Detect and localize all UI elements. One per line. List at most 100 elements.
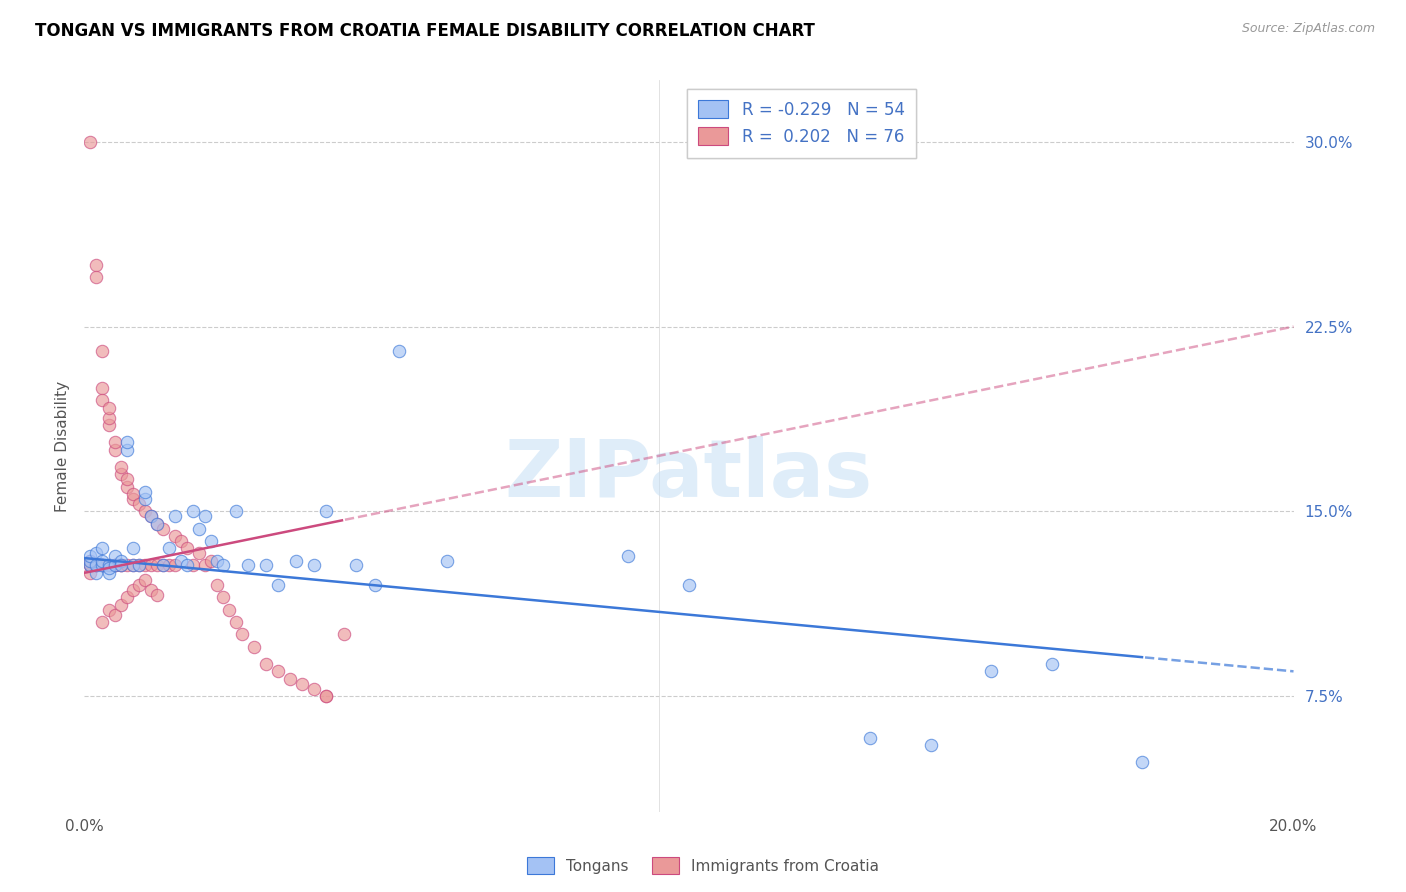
Point	[218, 603, 240, 617]
Point	[110, 553, 132, 567]
Point	[91, 393, 114, 408]
Point	[181, 504, 204, 518]
Point	[121, 583, 143, 598]
Point	[176, 558, 198, 573]
Point	[110, 467, 132, 482]
Point	[200, 553, 222, 567]
Point	[110, 598, 132, 612]
Point	[110, 459, 132, 474]
Point	[254, 558, 277, 573]
Point	[115, 472, 138, 486]
Point	[278, 672, 301, 686]
Point	[97, 561, 120, 575]
Point	[79, 558, 101, 573]
Point	[86, 270, 108, 285]
Point	[115, 558, 138, 573]
Point	[267, 665, 290, 679]
Point	[188, 521, 211, 535]
Point	[79, 558, 101, 573]
Point	[1130, 756, 1153, 770]
Point	[104, 558, 127, 573]
Point	[97, 558, 120, 573]
Point	[79, 553, 101, 567]
Point	[128, 558, 150, 573]
Point	[678, 578, 700, 592]
Point	[86, 258, 108, 272]
Point	[91, 558, 114, 573]
Point	[97, 603, 120, 617]
Point	[115, 591, 138, 605]
Point	[188, 546, 211, 560]
Point	[194, 509, 217, 524]
Point	[121, 541, 143, 556]
Point	[165, 558, 187, 573]
Point	[97, 558, 120, 573]
Point	[91, 558, 114, 573]
Point	[225, 504, 247, 518]
Point	[134, 558, 156, 573]
Point	[1040, 657, 1063, 671]
Point	[128, 558, 150, 573]
Point	[104, 558, 127, 573]
Point	[170, 533, 193, 548]
Point	[91, 344, 114, 359]
Point	[121, 491, 143, 506]
Point	[86, 558, 108, 573]
Point	[346, 558, 368, 573]
Point	[121, 487, 143, 501]
Text: ZIPatlas: ZIPatlas	[505, 436, 873, 515]
Point	[859, 731, 882, 745]
Point	[79, 549, 101, 563]
Point	[363, 578, 385, 592]
Point	[146, 516, 169, 531]
Point	[79, 558, 101, 573]
Y-axis label: Female Disability: Female Disability	[55, 380, 70, 512]
Point	[165, 509, 187, 524]
Point	[115, 442, 138, 457]
Point	[121, 558, 143, 573]
Point	[104, 607, 127, 622]
Point	[91, 553, 114, 567]
Point	[267, 578, 290, 592]
Point	[388, 344, 411, 359]
Point	[134, 504, 156, 518]
Point	[97, 401, 120, 415]
Point	[157, 541, 180, 556]
Point	[128, 497, 150, 511]
Point	[110, 558, 132, 573]
Text: TONGAN VS IMMIGRANTS FROM CROATIA FEMALE DISABILITY CORRELATION CHART: TONGAN VS IMMIGRANTS FROM CROATIA FEMALE…	[35, 22, 815, 40]
Point	[617, 549, 640, 563]
Point	[86, 566, 108, 580]
Point	[315, 689, 337, 703]
Point	[165, 529, 187, 543]
Point	[139, 509, 162, 524]
Point	[110, 558, 132, 573]
Point	[79, 553, 101, 567]
Point	[207, 578, 229, 592]
Point	[97, 410, 120, 425]
Point	[333, 627, 356, 641]
Point	[146, 516, 169, 531]
Point	[176, 541, 198, 556]
Point	[134, 491, 156, 506]
Point	[291, 676, 314, 690]
Point	[315, 689, 337, 703]
Point	[146, 588, 169, 602]
Point	[152, 558, 174, 573]
Point	[97, 418, 120, 433]
Point	[152, 558, 174, 573]
Point	[128, 578, 150, 592]
Point	[181, 558, 204, 573]
Point	[231, 627, 253, 641]
Point	[242, 640, 264, 654]
Point	[302, 558, 325, 573]
Point	[79, 566, 101, 580]
Point	[200, 533, 222, 548]
Point	[86, 558, 108, 573]
Point	[980, 665, 1002, 679]
Point	[139, 583, 162, 598]
Point	[236, 558, 259, 573]
Point	[146, 558, 169, 573]
Text: Source: ZipAtlas.com: Source: ZipAtlas.com	[1241, 22, 1375, 36]
Point	[212, 558, 235, 573]
